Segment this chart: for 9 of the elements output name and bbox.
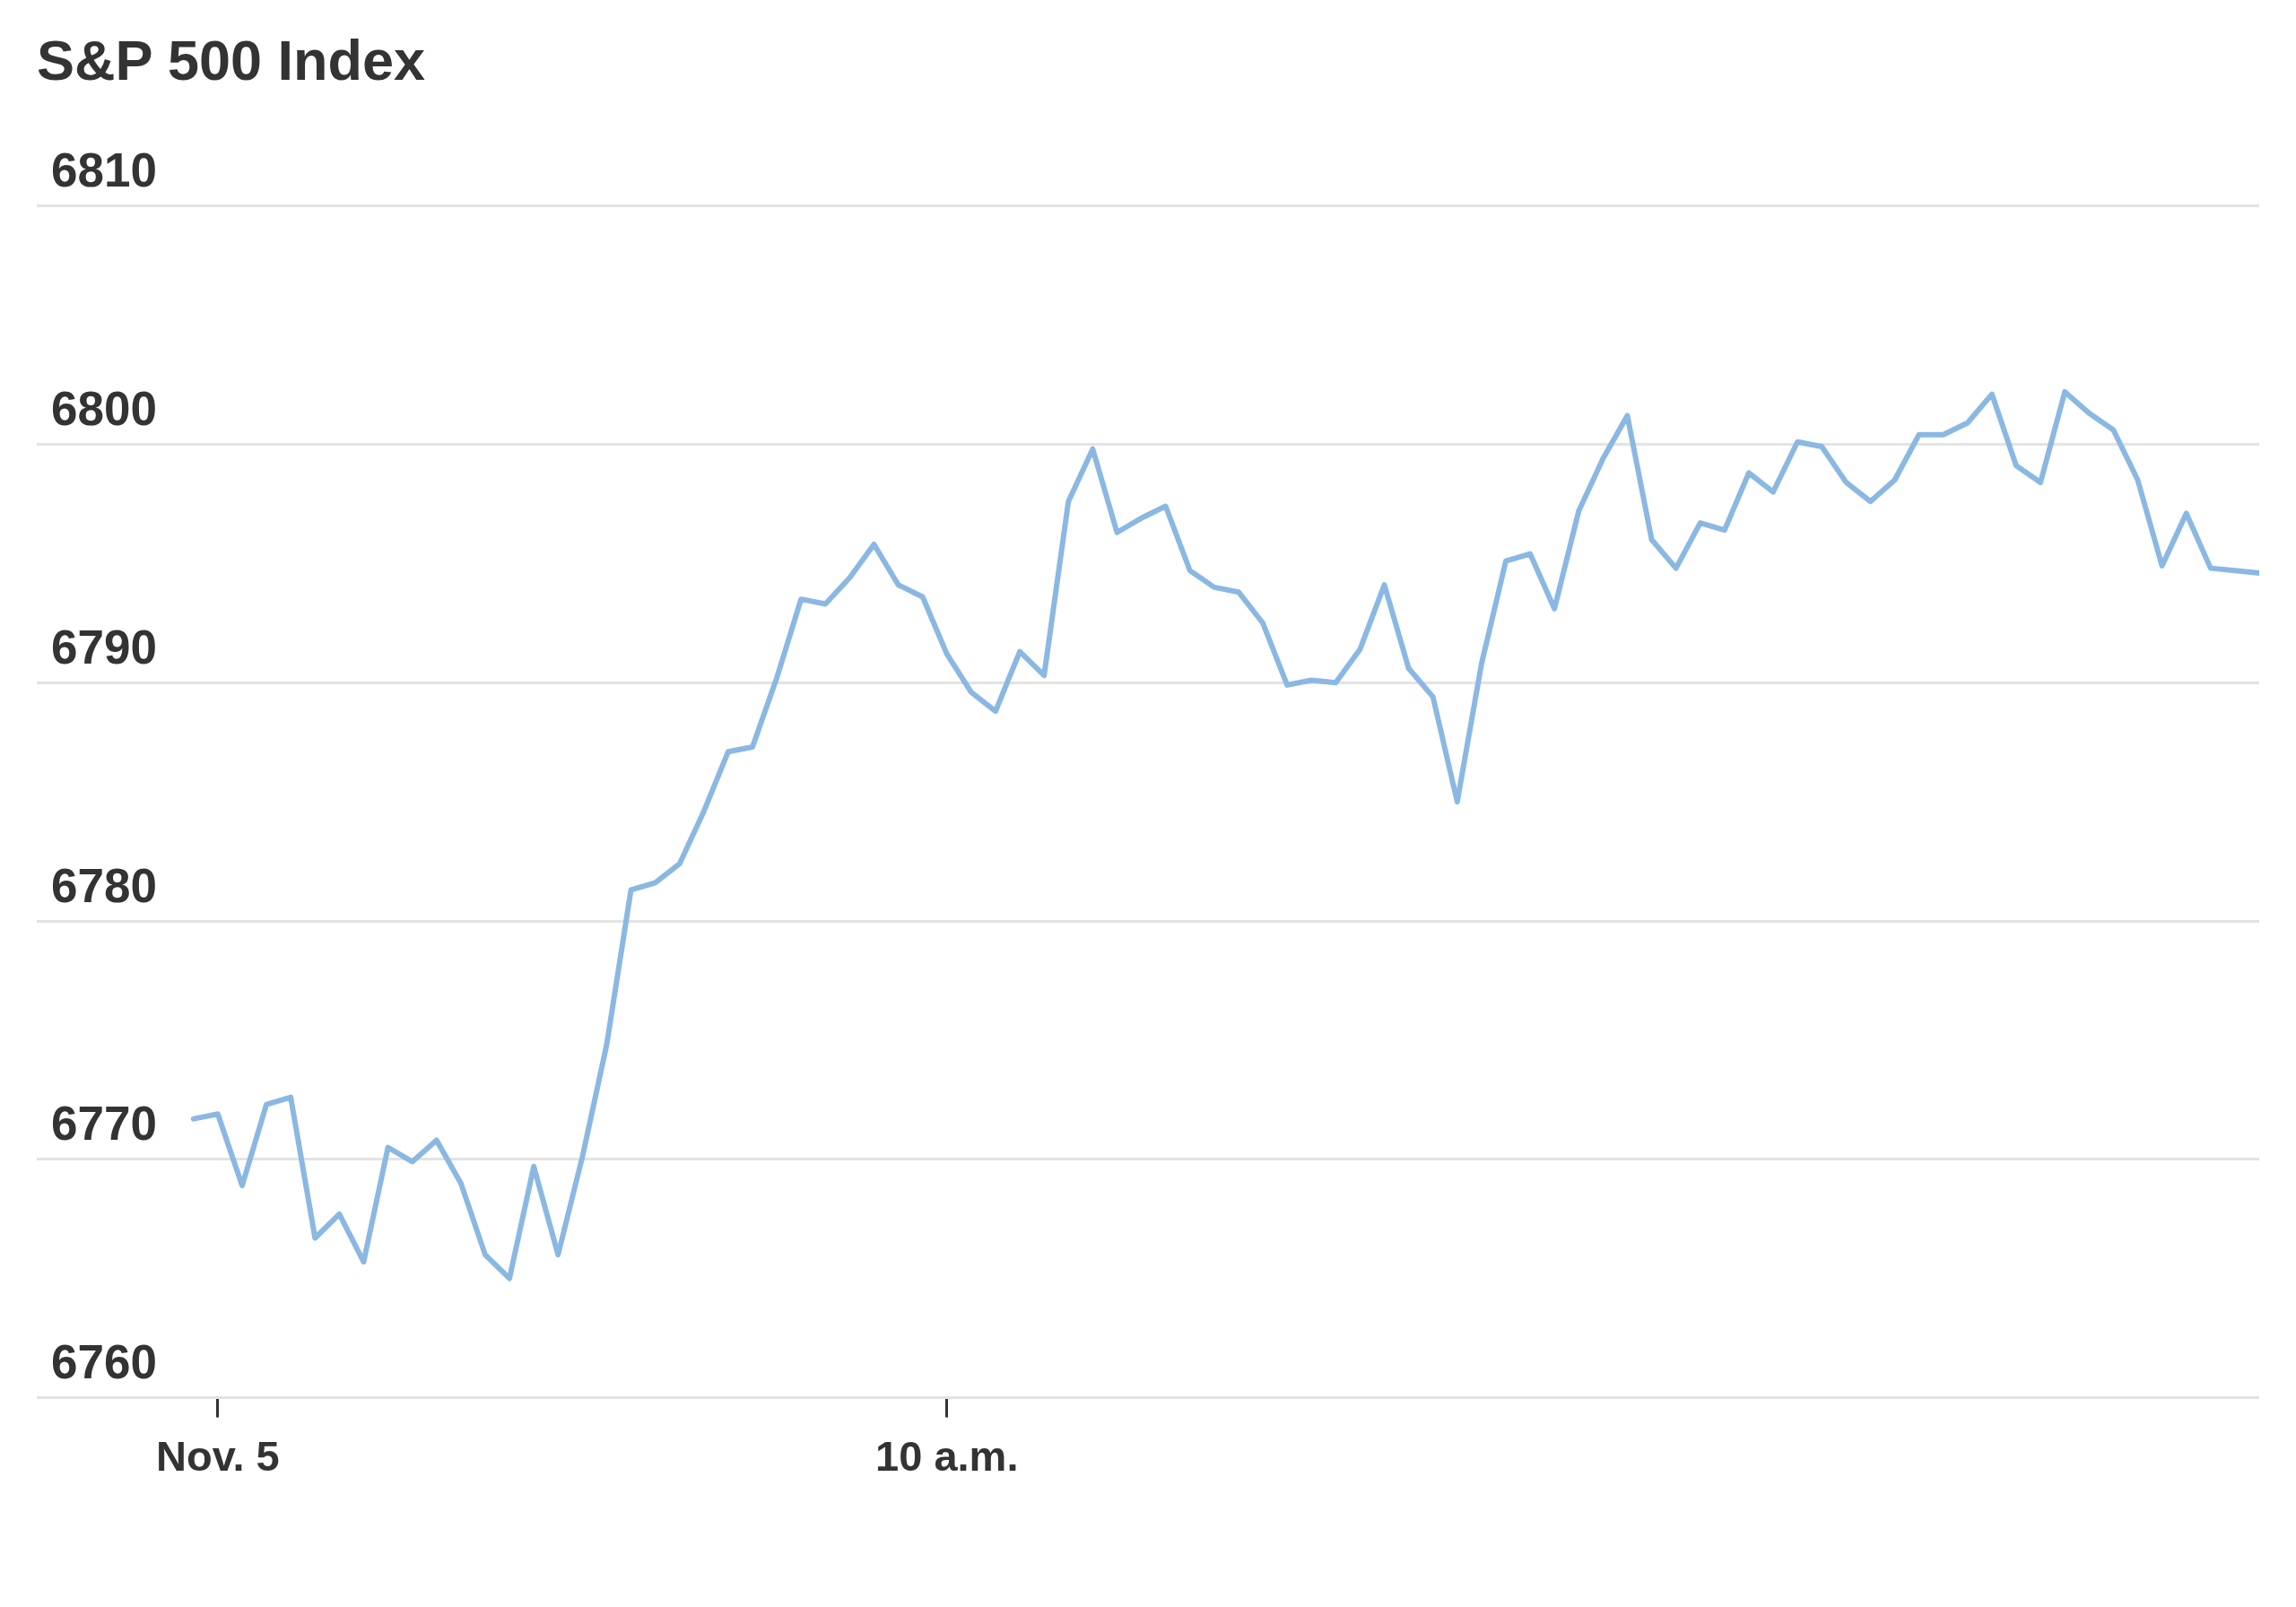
y-tick-label: 6800 [51,382,157,436]
y-tick-label: 6780 [51,858,157,912]
y-tick-label: 6760 [51,1335,157,1389]
chart-title: S&P 500 Index [37,29,426,92]
x-tick-label: Nov. 5 [156,1431,280,1480]
y-tick-label: 6790 [51,620,157,673]
x-tick-label: 10 a.m. [875,1431,1019,1480]
y-tick-label: 6770 [51,1097,157,1151]
y-tick-label: 6810 [51,143,157,197]
